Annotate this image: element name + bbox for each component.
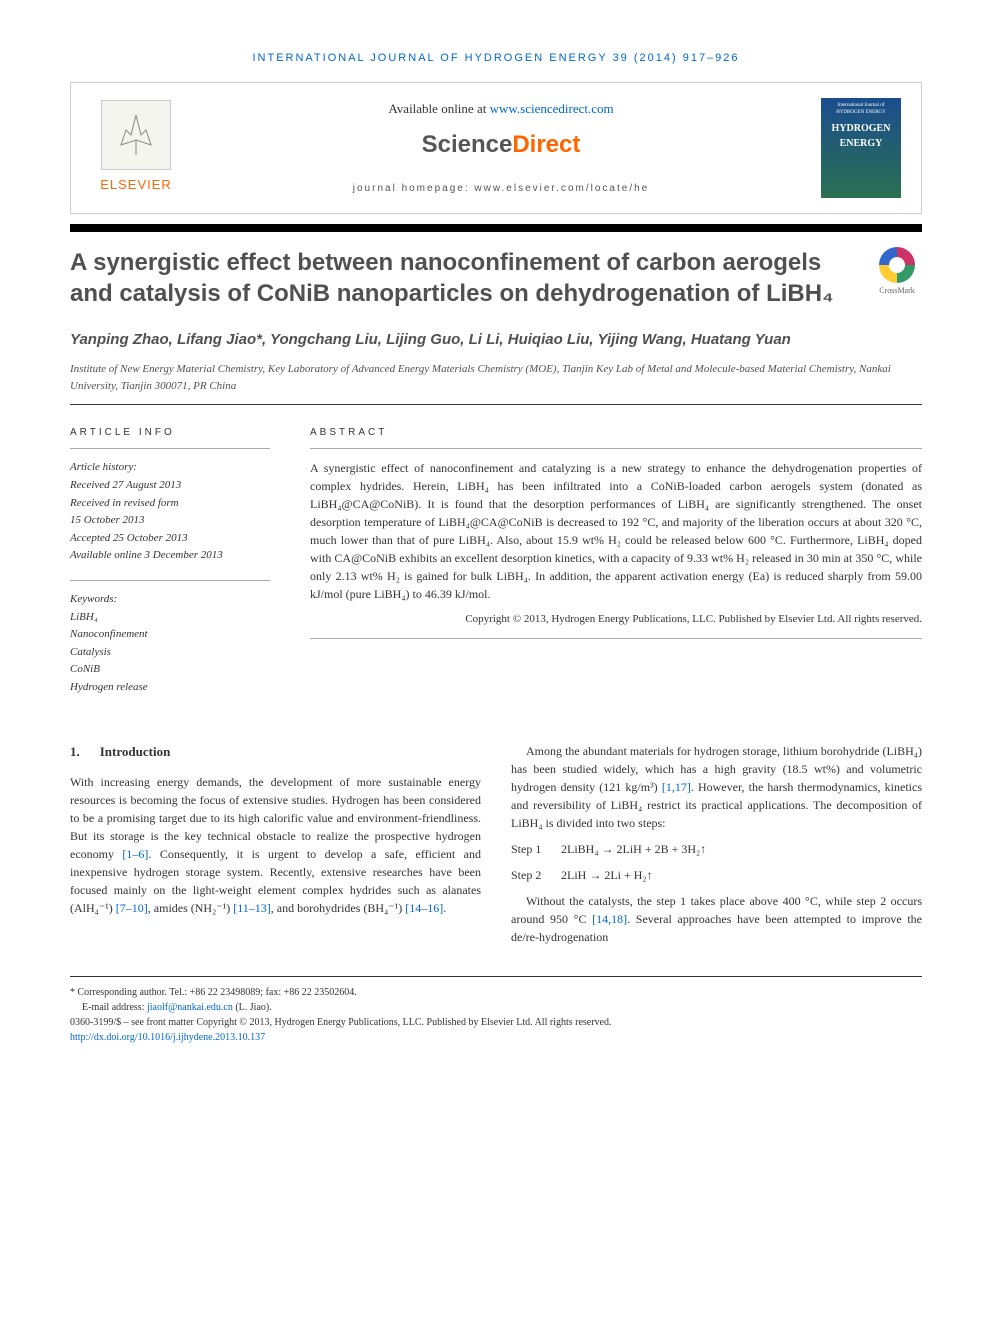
- citation-link[interactable]: [11–13]: [233, 901, 271, 915]
- elsevier-logo[interactable]: ELSEVIER: [91, 100, 181, 195]
- citation-link[interactable]: [1–6]: [122, 847, 148, 861]
- journal-cover-thumbnail[interactable]: International Journal of HYDROGEN ENERGY…: [821, 98, 901, 198]
- issn-copyright: 0360-3199/$ – see front matter Copyright…: [70, 1015, 922, 1030]
- article-info-heading: ARTICLE INFO: [70, 425, 270, 440]
- sciencedirect-url[interactable]: www.sciencedirect.com: [490, 101, 614, 116]
- abstract-section: ABSTRACT A synergistic effect of nanocon…: [310, 425, 922, 711]
- citation-link[interactable]: [1,17]: [662, 780, 691, 794]
- intro-paragraph-2: Among the abundant materials for hydroge…: [511, 742, 922, 832]
- author-list: Yanping Zhao, Lifang Jiao*, Yongchang Li…: [70, 329, 922, 352]
- corresponding-author: * Corresponding author. Tel.: +86 22 234…: [70, 985, 922, 1000]
- doi-link[interactable]: http://dx.doi.org/10.1016/j.ijhydene.201…: [70, 1032, 265, 1043]
- homepage-url[interactable]: www.elsevier.com/locate/he: [474, 183, 649, 194]
- intro-paragraph-3: Without the catalysts, the step 1 takes …: [511, 892, 922, 946]
- body-column-right: Among the abundant materials for hydroge…: [511, 742, 922, 946]
- abstract-text: A synergistic effect of nanoconfinement …: [310, 459, 922, 603]
- intro-paragraph-1: With increasing energy demands, the deve…: [70, 773, 481, 917]
- article-title: A synergistic effect between nanoconfine…: [70, 247, 872, 309]
- article-info-sidebar: ARTICLE INFO Article history: Received 2…: [70, 425, 270, 711]
- sciencedirect-logo[interactable]: ScienceDirect: [422, 127, 581, 163]
- footer: * Corresponding author. Tel.: +86 22 234…: [70, 976, 922, 1045]
- elsevier-tree-icon: [101, 100, 171, 170]
- available-online-text: Available online at www.sciencedirect.co…: [388, 99, 613, 119]
- citation-link[interactable]: [14–16]: [405, 901, 443, 915]
- citation-link[interactable]: [7–10]: [116, 901, 148, 915]
- crossmark-icon: [879, 247, 915, 283]
- affiliation: Institute of New Energy Material Chemist…: [70, 361, 922, 394]
- abstract-heading: ABSTRACT: [310, 425, 922, 440]
- email-link[interactable]: jiaolf@nankai.edu.cn: [147, 1002, 233, 1013]
- journal-homepage: journal homepage: www.elsevier.com/locat…: [353, 181, 649, 196]
- journal-citation-header: INTERNATIONAL JOURNAL OF HYDROGEN ENERGY…: [70, 50, 922, 67]
- keywords-block: Keywords: LiBH₄ Nanoconfinement Catalysi…: [70, 591, 270, 697]
- divider-bar: [70, 224, 922, 232]
- citation-link[interactable]: [14,18]: [592, 912, 627, 926]
- publisher-header-box: ELSEVIER Available online at www.science…: [70, 82, 922, 214]
- crossmark-button[interactable]: CrossMark: [872, 247, 922, 297]
- body-column-left: 1.Introduction With increasing energy de…: [70, 742, 481, 946]
- article-history: Article history: Received 27 August 2013…: [70, 459, 270, 565]
- equation-step-1: Step 12LiBH₄ → 2LiH + 2B + 3H₂↑: [511, 840, 922, 858]
- elsevier-brand-text: ELSEVIER: [100, 175, 172, 195]
- copyright-text: Copyright © 2013, Hydrogen Energy Public…: [310, 611, 922, 628]
- corresponding-email: E-mail address: jiaolf@nankai.edu.cn (L.…: [82, 1000, 922, 1015]
- section-heading-intro: 1.Introduction: [70, 742, 481, 762]
- equation-step-2: Step 22LiH → 2Li + H₂↑: [511, 866, 922, 884]
